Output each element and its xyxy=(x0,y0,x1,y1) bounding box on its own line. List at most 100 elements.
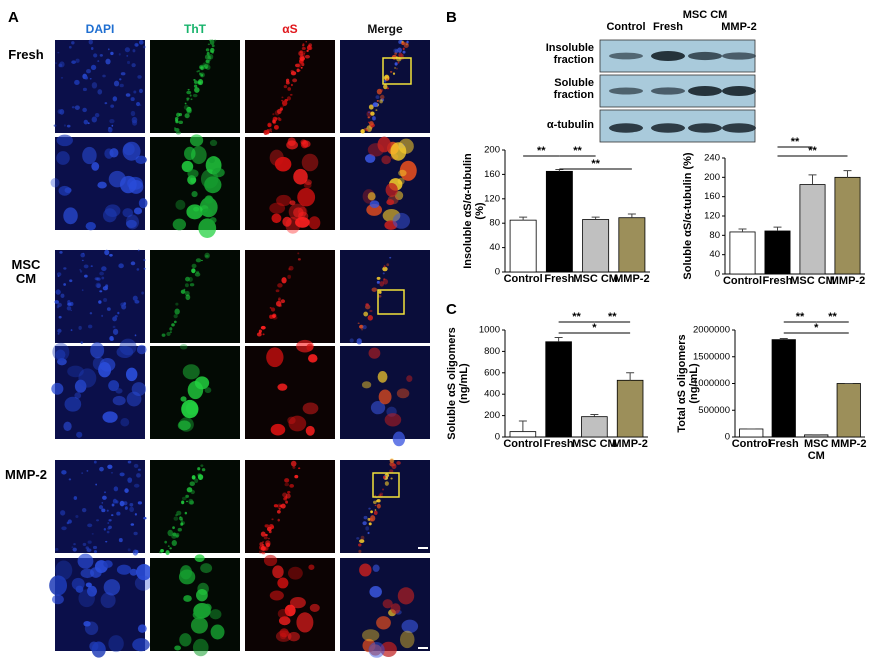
cell-signal xyxy=(365,526,370,531)
cell-signal xyxy=(82,542,87,546)
cell-signal xyxy=(133,483,140,488)
cell-signal xyxy=(262,333,265,336)
y-tick-label: 200 xyxy=(484,145,500,156)
cell-signal xyxy=(139,104,142,106)
cell-signal xyxy=(90,47,94,50)
cell-signal xyxy=(88,39,93,45)
cell-signal xyxy=(141,291,144,295)
cell-signal xyxy=(89,77,92,80)
significance-label: ** xyxy=(608,311,617,323)
cell-signal xyxy=(74,392,82,399)
cell-signal xyxy=(143,258,146,262)
cell-signal xyxy=(79,268,82,271)
cell-signal xyxy=(105,58,111,65)
cell-signal xyxy=(94,277,99,281)
cell-signal xyxy=(360,328,364,331)
error-bar xyxy=(627,213,636,218)
channel-header: αS xyxy=(282,22,297,36)
cell-signal xyxy=(382,488,384,491)
cell-signal xyxy=(186,487,193,493)
cell-signal xyxy=(209,139,218,147)
y-tick-label: 40 xyxy=(709,249,720,260)
cell-signal xyxy=(376,616,391,630)
significance-label: * xyxy=(592,322,597,334)
cell-signal xyxy=(367,192,376,201)
cell-signal xyxy=(379,99,383,104)
cell-signal xyxy=(362,629,380,642)
bar xyxy=(739,428,764,438)
cell-signal xyxy=(397,587,415,605)
cell-signal xyxy=(175,534,179,538)
cell-signal xyxy=(369,644,382,656)
x-tick-label: MMP-2 xyxy=(831,438,867,450)
y-axis-title: Total αS oligomers (ng/mL) xyxy=(676,334,700,433)
zoom-box xyxy=(377,289,405,315)
zoom-box xyxy=(372,472,400,498)
cell-signal xyxy=(276,509,281,514)
cell-signal xyxy=(86,585,98,597)
cell-signal xyxy=(364,154,376,163)
significance-label: * xyxy=(814,322,819,334)
cell-signal xyxy=(365,303,369,307)
cell-signal xyxy=(90,342,105,359)
cell-signal xyxy=(113,486,119,492)
lane-label: MSC CM xyxy=(682,9,728,21)
cell-signal xyxy=(370,111,375,116)
cell-signal xyxy=(108,525,112,529)
cell-signal xyxy=(184,511,188,515)
cell-signal xyxy=(73,496,78,500)
cell-signal xyxy=(80,252,86,258)
cell-signal xyxy=(197,467,201,471)
cell-signal xyxy=(210,624,225,640)
cell-signal xyxy=(368,507,371,510)
cell-signal xyxy=(74,79,80,85)
cell-signal xyxy=(264,524,270,528)
cell-signal xyxy=(191,268,196,274)
cell-signal xyxy=(134,42,139,47)
condition-label: Fresh xyxy=(8,47,44,62)
cell-signal xyxy=(283,84,288,89)
cell-signal xyxy=(372,116,376,121)
cell-signal xyxy=(377,136,391,153)
cell-signal xyxy=(205,59,210,63)
cell-signal xyxy=(369,585,382,598)
cell-signal xyxy=(209,57,212,60)
cell-signal xyxy=(101,501,104,504)
cell-signal xyxy=(368,641,385,658)
cell-signal xyxy=(57,51,60,54)
cell-signal xyxy=(389,70,393,73)
cell-signal xyxy=(169,331,172,333)
cell-signal xyxy=(367,116,370,119)
cell-signal xyxy=(60,510,66,516)
cell-signal xyxy=(104,204,121,217)
cell-signal xyxy=(132,638,150,652)
cell-signal xyxy=(174,308,180,315)
cell-signal xyxy=(273,124,279,130)
cell-signal xyxy=(59,250,63,254)
cell-signal xyxy=(81,472,84,474)
cell-signal xyxy=(401,40,404,43)
cell-signal xyxy=(90,265,93,268)
channel-header: ThT xyxy=(184,22,207,36)
error-bar xyxy=(555,169,564,172)
cell-signal xyxy=(130,523,135,526)
cell-signal xyxy=(126,54,129,57)
significance-label: ** xyxy=(791,136,800,148)
cell-signal xyxy=(57,358,67,366)
cell-signal xyxy=(302,140,311,148)
cell-signal xyxy=(199,478,202,481)
significance-label: ** xyxy=(591,158,600,170)
cell-signal xyxy=(397,177,405,185)
cell-signal xyxy=(214,39,217,42)
y-axis-title: Soluble αS/α-tubulin (%) xyxy=(682,152,694,280)
cell-signal xyxy=(179,516,182,518)
cell-signal xyxy=(300,139,307,145)
cell-signal xyxy=(270,307,276,312)
cell-signal xyxy=(178,569,196,585)
cell-signal xyxy=(205,254,209,258)
bar xyxy=(509,431,537,438)
cell-signal xyxy=(109,253,113,257)
cell-signal xyxy=(51,594,64,605)
cell-signal xyxy=(212,167,225,178)
